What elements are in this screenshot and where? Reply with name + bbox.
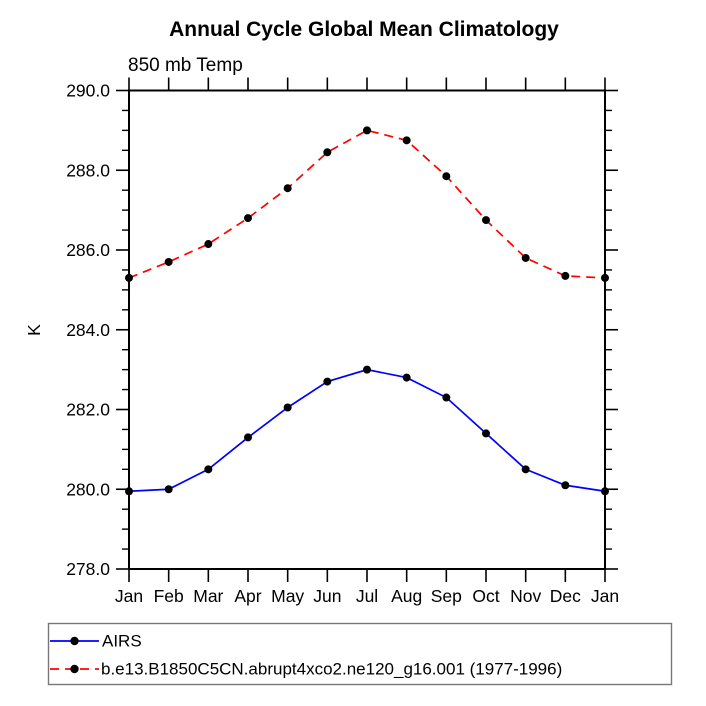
chart-subtitle: 850 mb Temp [128,55,243,76]
x-tick-label: May [271,586,304,606]
data-point [204,465,213,474]
data-point [244,433,252,442]
x-tick-label: Jun [313,586,341,606]
y-axis-label: K [24,324,44,336]
plot-series [125,126,609,496]
data-point [561,271,570,280]
plot-border [128,89,606,570]
series-line-1 [128,129,606,279]
legend-marker-model-icon [70,664,79,674]
data-point [125,273,133,282]
legend: AIRS b.e13.B1850C5CN.abrupt4xco2.ne120_g… [47,622,673,686]
x-tick-label: Aug [391,586,422,606]
legend-label-airs: AIRS [102,632,142,651]
data-point [164,257,173,266]
legend-label-model: b.e13.B1850C5CN.abrupt4xco2.ne120_g16.00… [101,660,562,679]
x-tick-label: Jan [115,586,143,606]
x-tick-label: Sep [431,586,462,606]
axes: Jan Feb Mar Apr May Jun Jul Aug Sep Oct Nov Dec Jan2… [66,77,619,606]
data-point [402,373,411,382]
data-point [244,214,252,223]
y-tick-label: 278.0 [66,559,110,579]
y-tick-label: 284.0 [66,320,110,340]
x-tick-label: Jan [591,586,619,606]
data-point [323,377,332,386]
data-point [561,481,570,490]
x-tick-label: Feb [154,586,184,606]
x-tick-label: Jul [356,586,378,606]
data-point [164,485,173,494]
x-tick-label: Dec [550,586,581,606]
x-tick-label: Mar [193,586,223,606]
data-point [521,465,530,474]
data-point [482,429,490,438]
data-point [323,148,332,157]
data-point [204,240,213,249]
data-point [402,136,411,145]
y-tick-label: 286.0 [66,240,110,260]
data-point [482,216,490,225]
data-point [363,365,371,374]
data-point [521,253,530,262]
x-tick-label: Oct [472,586,499,606]
data-point [125,487,133,496]
chart-title: Annual Cycle Global Mean Climatology [169,18,559,41]
series-line-0 [128,368,606,493]
x-tick-label: Apr [234,586,261,606]
y-tick-label: 290.0 [66,81,110,101]
data-point [601,487,609,496]
data-point [601,273,609,282]
data-point [442,172,451,181]
y-tick-label: 282.0 [66,400,110,420]
legend-marker-airs-icon [70,636,79,646]
x-tick-label: Nov [510,586,541,606]
data-point [283,403,292,412]
data-point [442,393,451,402]
y-tick-label: 280.0 [66,479,110,499]
data-point [363,126,371,135]
y-tick-label: 288.0 [66,160,110,180]
legend-box [47,622,673,686]
data-point [283,184,292,193]
